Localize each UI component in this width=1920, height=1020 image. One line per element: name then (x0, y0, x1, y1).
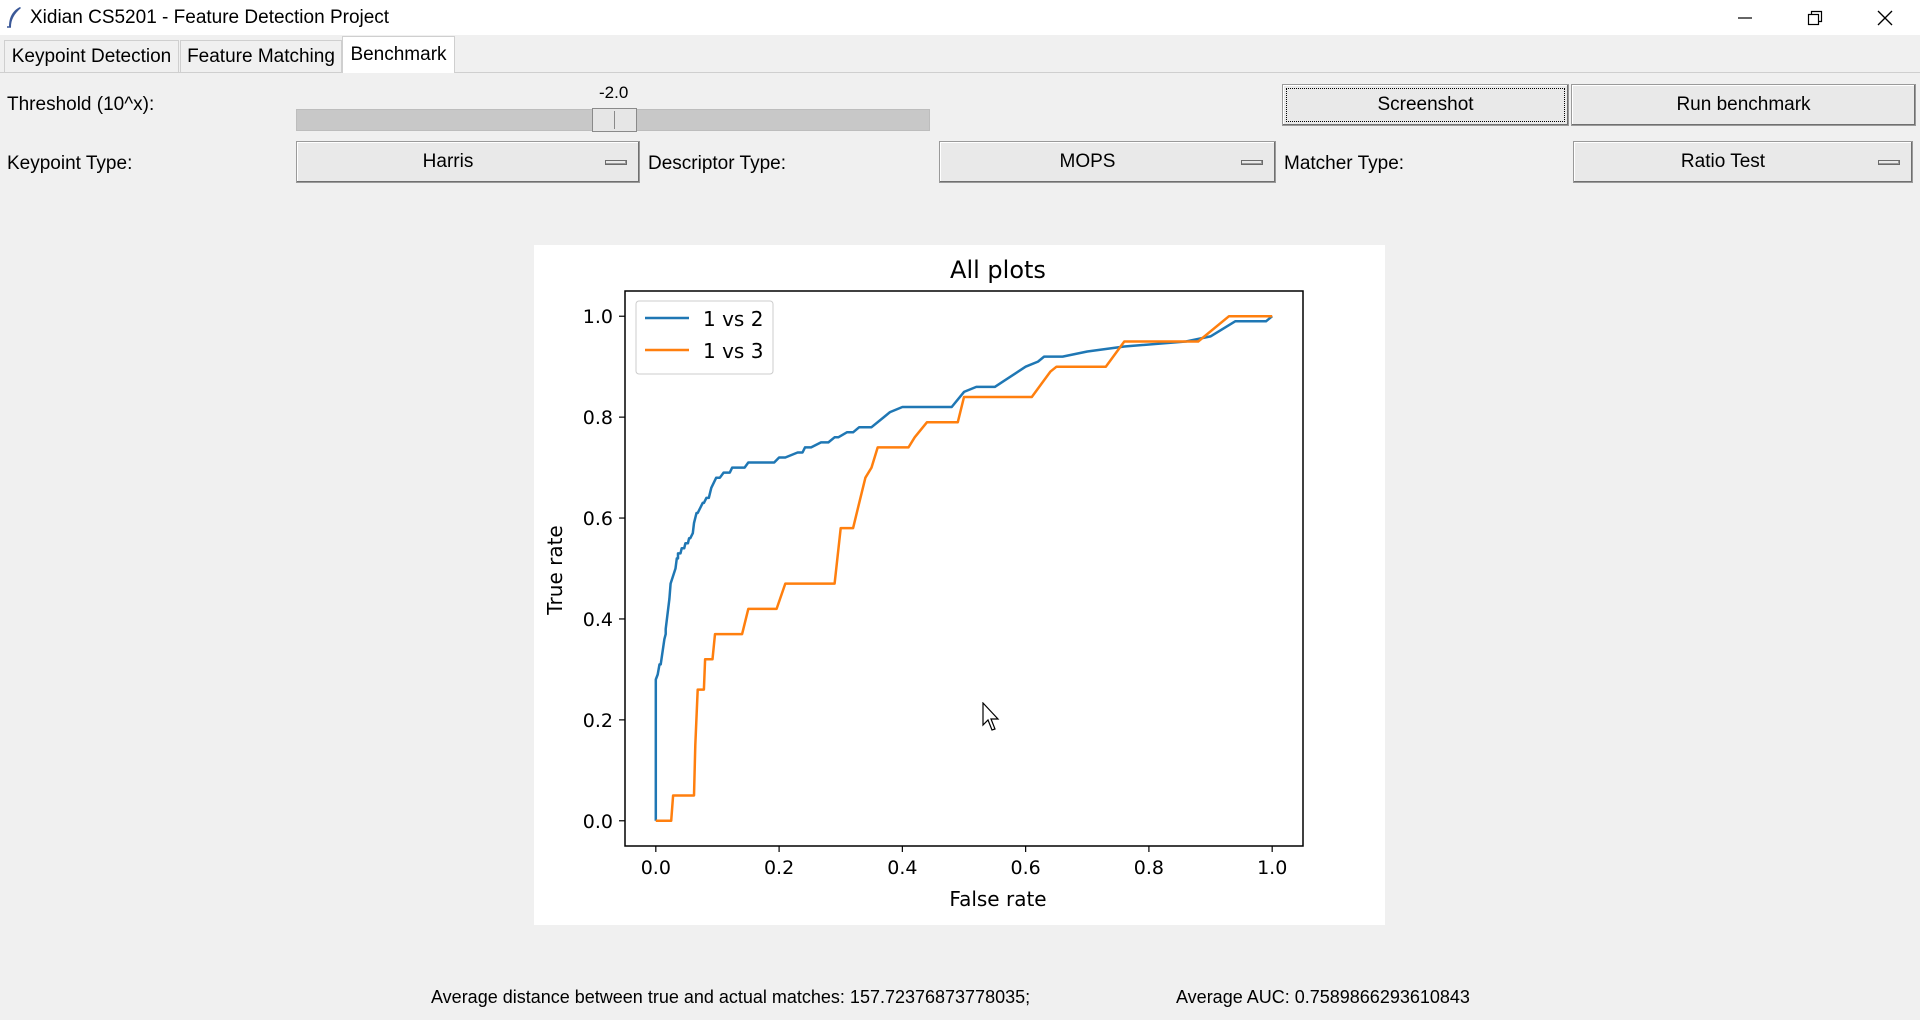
y-axis-label: True rate (543, 525, 567, 615)
tab-label: Keypoint Detection (11, 45, 172, 67)
x-tick-label: 1.0 (1257, 857, 1287, 879)
matcher-type-label: Matcher Type: (1284, 153, 1405, 174)
axis-ticks: 0.0 0.2 0.4 0.6 0.8 1.0 0.0 0.2 0.4 0.6 0.8 1.0 (583, 306, 1288, 879)
tab-keypoint-detection[interactable]: Keypoint Detection (4, 40, 179, 72)
run-benchmark-button[interactable]: Run benchmark (1571, 84, 1916, 126)
menu-indicator-icon (605, 160, 627, 165)
plot-area-frame (624, 290, 1304, 847)
minimize-button[interactable] (1710, 0, 1780, 35)
descriptor-type-label: Descriptor Type: (648, 153, 786, 174)
y-tick-label: 0.8 (583, 407, 613, 429)
screenshot-button[interactable]: Screenshot (1282, 84, 1569, 126)
series-lines (654, 314, 1273, 823)
series-line-1-vs-3 (655, 314, 1273, 823)
plot-canvas: All plots False rate True rate 0.0 0.2 0.4… (534, 245, 1385, 925)
keypoint-type-menu[interactable]: Harris (296, 141, 640, 183)
menu-indicator-icon (1241, 160, 1263, 165)
title-bar: Xidian CS5201 - Feature Detection Projec… (0, 0, 1920, 35)
x-tick-label: 0.6 (1011, 857, 1041, 879)
y-tick-label: 0.4 (583, 609, 613, 631)
x-axis-label: False rate (949, 887, 1046, 911)
roc-chart: All plots False rate True rate 0.0 0.2 0.4… (543, 256, 1304, 911)
matcher-type-menu[interactable]: Ratio Test (1573, 141, 1913, 183)
descriptor-type-menu[interactable]: MOPS (939, 141, 1276, 183)
threshold-slider-thumb[interactable] (592, 108, 637, 132)
descriptor-type-value: MOPS (1059, 151, 1116, 172)
minimize-icon (1738, 16, 1752, 19)
tab-benchmark[interactable]: Benchmark (342, 36, 455, 73)
threshold-label: Threshold (10^x): (7, 94, 155, 115)
tab-divider (0, 72, 1920, 73)
close-button[interactable] (1850, 0, 1920, 35)
tab-label: Feature Matching (187, 45, 335, 67)
average-distance-text: Average distance between true and actual… (431, 987, 1031, 1007)
tab-feature-matching[interactable]: Feature Matching (180, 40, 342, 72)
screenshot-button-label: Screenshot (1377, 94, 1474, 115)
mouse-cursor-icon (982, 702, 1000, 731)
run-benchmark-button-label: Run benchmark (1676, 94, 1811, 115)
series-line-1-vs-2 (654, 315, 1273, 821)
keypoint-type-label: Keypoint Type: (7, 153, 133, 174)
y-tick-label: 0.0 (583, 811, 613, 833)
y-tick-label: 0.2 (583, 710, 613, 732)
legend-label-1-vs-3: 1 vs 3 (703, 339, 763, 363)
x-tick-label: 0.2 (764, 857, 794, 879)
threshold-value: -2.0 (599, 83, 629, 102)
y-tick-label: 1.0 (583, 306, 613, 328)
x-tick-label: 0.4 (887, 857, 917, 879)
chart-legend: 1 vs 2 1 vs 3 (635, 300, 774, 375)
legend-label-1-vs-2: 1 vs 2 (703, 307, 763, 331)
restore-button[interactable] (1780, 0, 1850, 35)
x-tick-label: 0.8 (1134, 857, 1164, 879)
chart-title: All plots (950, 256, 1046, 284)
matcher-type-value: Ratio Test (1680, 151, 1766, 172)
restore-icon (1807, 10, 1823, 25)
tab-label: Benchmark (350, 44, 447, 65)
menu-indicator-icon (1878, 160, 1900, 165)
average-auc-text: Average AUC: 0.7589866293610843 (1176, 987, 1470, 1007)
keypoint-type-value: Harris (422, 151, 474, 172)
window-title: Xidian CS5201 - Feature Detection Projec… (30, 7, 390, 28)
y-tick-label: 0.6 (583, 508, 613, 530)
x-tick-label: 0.0 (641, 857, 671, 879)
close-icon (1877, 10, 1893, 25)
feather-icon (7, 7, 21, 28)
